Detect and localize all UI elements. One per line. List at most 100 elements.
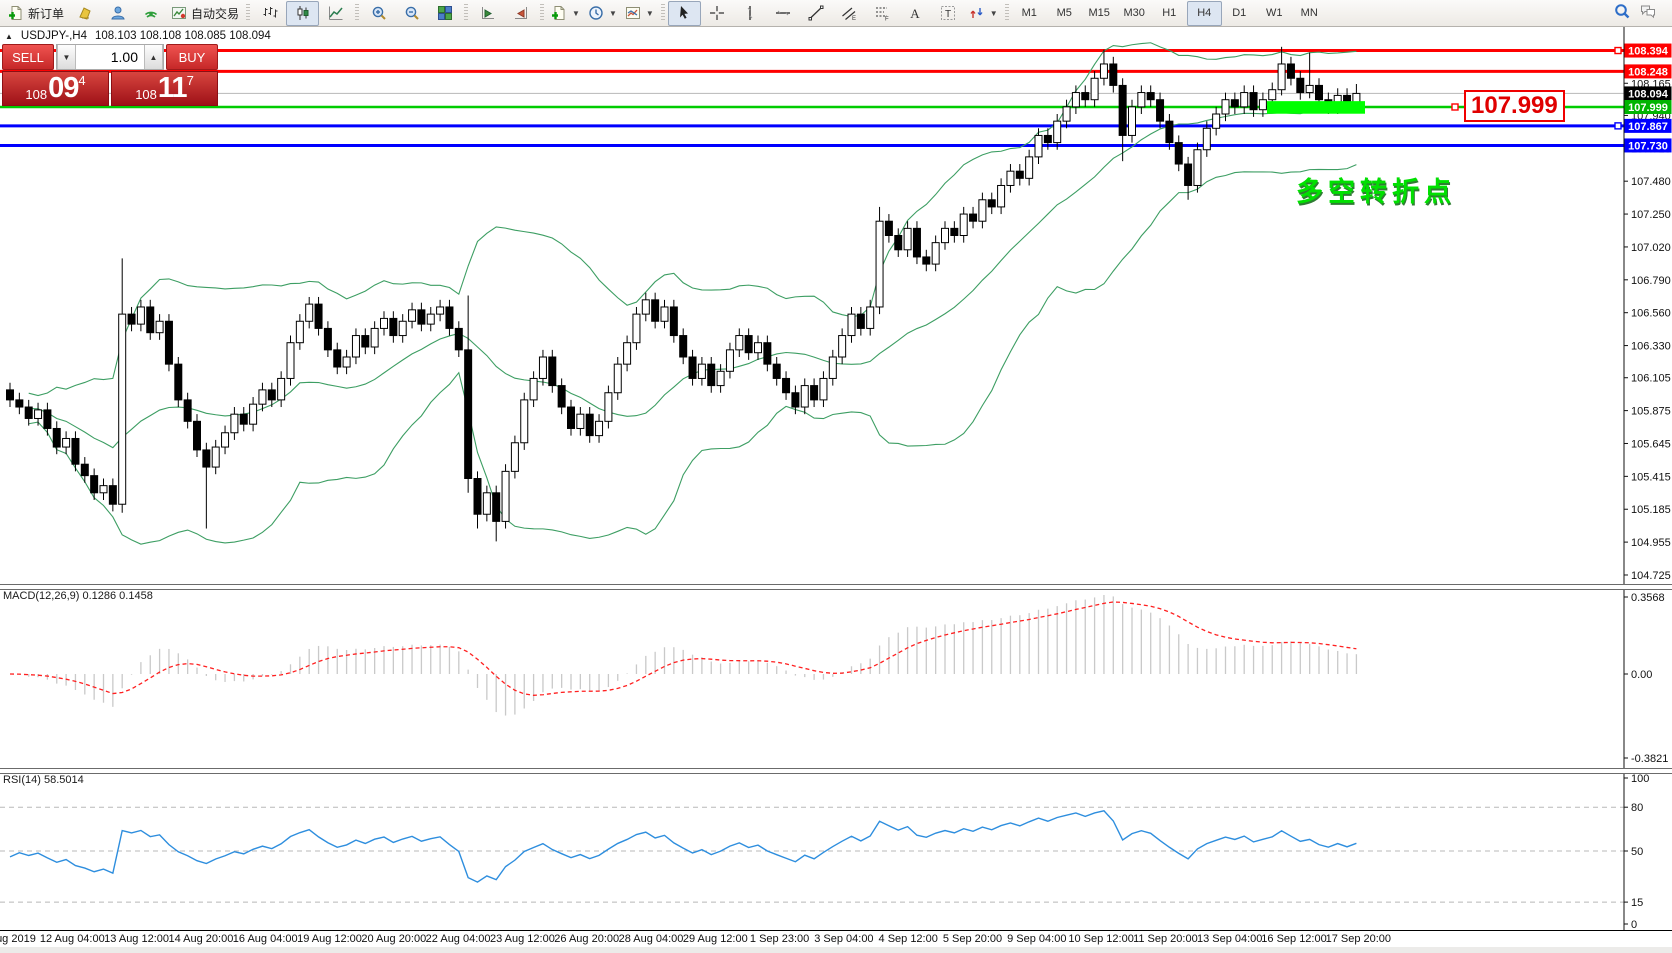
- timeframe-m15-button[interactable]: M15: [1088, 7, 1110, 19]
- autotrading-button[interactable]: 自动交易: [167, 1, 243, 26]
- candle-body: [969, 213, 978, 222]
- candle-body: [6, 389, 14, 401]
- rsi-indicator-panel[interactable]: 100 80 50 15 0: [0, 772, 1672, 930]
- chart-shift-button[interactable]: [504, 1, 537, 26]
- horizontal-line-tool-button[interactable]: [767, 1, 800, 26]
- time-axis-label: 22 Aug 04:00: [425, 933, 491, 945]
- panel-separator[interactable]: [0, 584, 1672, 590]
- profile-button[interactable]: [68, 1, 101, 26]
- line-endpoint-marker[interactable]: [1614, 46, 1622, 55]
- templates-dropdown[interactable]: ▼: [621, 1, 658, 26]
- candle-body: [1109, 63, 1118, 86]
- candle-body: [1015, 170, 1024, 179]
- collapse-chart-icon[interactable]: ▲: [5, 31, 13, 41]
- candle-body: [492, 492, 501, 522]
- timeframe-h1-button[interactable]: H1: [1162, 7, 1177, 19]
- search-icon[interactable]: [1614, 3, 1630, 24]
- support-zone-rectangle[interactable]: [1267, 101, 1365, 114]
- price-axis-tick-label: 107.480: [1631, 176, 1671, 188]
- equidistant-channel-icon: E: [841, 5, 857, 21]
- indicators-dropdown[interactable]: ▼: [547, 1, 584, 26]
- new-order-button[interactable]: 新订单: [4, 1, 68, 26]
- timeframe-m1-button[interactable]: M1: [1021, 7, 1037, 19]
- candle-body: [931, 242, 940, 265]
- candle-body: [604, 392, 613, 422]
- candle-body: [1118, 84, 1127, 136]
- toolbar-grip: [1004, 4, 1009, 22]
- buy-button[interactable]: BUY: [166, 44, 218, 70]
- candle-body: [1099, 63, 1108, 79]
- candle-body: [408, 309, 417, 322]
- zoom-out-button[interactable]: [395, 1, 428, 26]
- toolbar-group-dropdowns: ▼ ▼ ▼: [547, 0, 658, 27]
- toolbar-grip: [464, 4, 469, 22]
- volume-input[interactable]: 1.00: [110, 49, 138, 65]
- timeframe-w1-button[interactable]: W1: [1265, 7, 1283, 19]
- crosshair-tool-button[interactable]: [701, 1, 734, 26]
- timeframe-mn-button[interactable]: MN: [1300, 7, 1318, 19]
- text-label-tool-button[interactable]: T: [932, 1, 965, 26]
- candle-body: [108, 485, 117, 505]
- arrows-dropdown[interactable]: ▼: [965, 1, 1002, 26]
- candle-body: [99, 485, 108, 494]
- price-axis-tick-label: 104.955: [1631, 537, 1671, 549]
- candle-body: [277, 377, 286, 401]
- candle-body: [950, 227, 959, 237]
- bid-price-tile[interactable]: 108 09 4: [2, 71, 109, 106]
- candle-body: [1165, 120, 1174, 144]
- community-button[interactable]: [101, 1, 134, 26]
- price-chart-panel[interactable]: 108.165107.940107.710107.480107.250107.0…: [0, 27, 1672, 584]
- horizontal-line-icon: [775, 5, 791, 21]
- chart-title-bar: ▲ USDJPY-,H4 108.103 108.108 108.085 108…: [5, 30, 271, 42]
- text-tool-button[interactable]: A: [899, 1, 932, 26]
- candle-body: [632, 313, 641, 344]
- candle-body: [1137, 92, 1146, 108]
- line-chart-button[interactable]: [319, 1, 352, 26]
- fibonacci-tool-button[interactable]: F: [866, 1, 899, 26]
- time-axis-label: 19 Aug 12:00: [297, 933, 362, 945]
- volume-increase-button[interactable]: ▲: [144, 45, 163, 69]
- sell-button[interactable]: SELL: [2, 44, 54, 70]
- timeframe-d1-button[interactable]: D1: [1232, 7, 1247, 19]
- candle-body: [838, 335, 847, 358]
- channel-tool-button[interactable]: E: [833, 1, 866, 26]
- chat-icon[interactable]: [1640, 3, 1656, 24]
- candle-body: [529, 377, 538, 401]
- candle-body: [361, 335, 370, 348]
- cursor-tool-button[interactable]: [667, 0, 701, 26]
- line-endpoint-marker[interactable]: [1451, 103, 1459, 111]
- timeframe-m30-button[interactable]: M30: [1123, 7, 1145, 19]
- turning-point-annotation[interactable]: 多空转折点: [1296, 177, 1456, 207]
- candle-body: [941, 227, 949, 244]
- candle-body: [193, 420, 201, 451]
- bid-big-figure: 09: [48, 72, 79, 104]
- volume-decrease-button[interactable]: ▼: [57, 45, 76, 69]
- ask-price-tile[interactable]: 108 11 7: [111, 71, 218, 106]
- timeframe-group: M1 M5 M15 M30 H1 H4 D1 W1 MN: [1012, 0, 1327, 27]
- zoom-in-button[interactable]: [362, 1, 395, 26]
- vertical-line-tool-button[interactable]: [734, 1, 767, 26]
- macd-indicator-panel[interactable]: 0.3568 0.00 -0.3821: [0, 588, 1672, 768]
- rsi-line: [9, 810, 1357, 883]
- periods-dropdown[interactable]: ▼: [584, 1, 621, 26]
- candle-body: [1081, 92, 1090, 101]
- candle-body: [211, 446, 220, 468]
- tile-windows-button[interactable]: [428, 1, 461, 26]
- signals-button[interactable]: [134, 1, 167, 26]
- candlestick-chart-button[interactable]: [286, 0, 320, 26]
- candle-body: [1034, 134, 1043, 158]
- auto-scroll-button[interactable]: [471, 1, 504, 26]
- timeframe-m5-button[interactable]: M5: [1056, 7, 1072, 19]
- trendline-icon: [808, 5, 824, 21]
- trendline-tool-button[interactable]: [800, 1, 833, 26]
- bar-chart-button[interactable]: [253, 1, 286, 26]
- candle-body: [80, 463, 89, 477]
- time-axis-label: 23 Aug 12:00: [489, 933, 555, 945]
- panel-separator[interactable]: [0, 768, 1672, 774]
- line-endpoint-marker[interactable]: [1614, 122, 1622, 130]
- candle-body: [707, 363, 716, 387]
- candle-body: [912, 227, 921, 258]
- price-callout-label[interactable]: 107.999: [1464, 90, 1565, 122]
- timeframe-h4-button[interactable]: H4: [1186, 0, 1222, 26]
